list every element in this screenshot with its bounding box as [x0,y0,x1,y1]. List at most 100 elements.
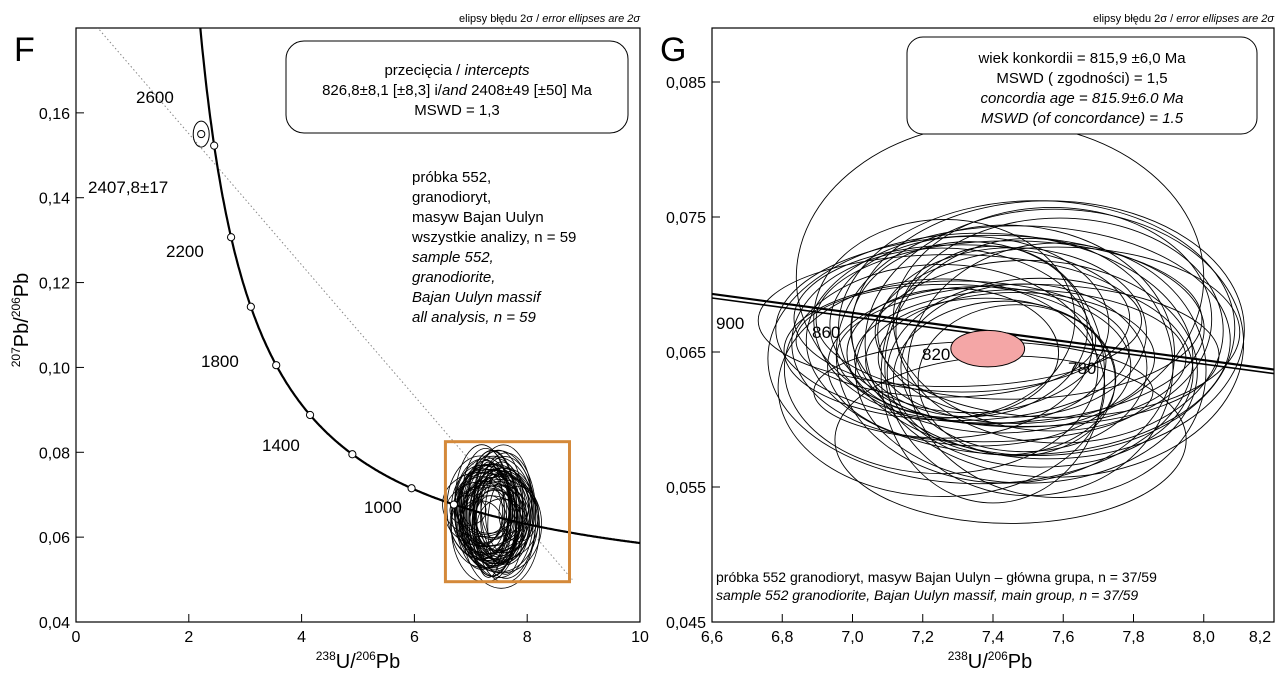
panel-f-error-ellipse [480,470,511,540]
panel-g-y-tick-label: 0,055 [666,480,706,497]
panel-g-error-ellipse [907,242,1207,498]
panel-f-y-tick-label: 0,06 [39,530,70,547]
panel-f-concordia-age-marker [407,484,416,493]
panel-g-error-ellipse [775,234,1205,424]
panel-f-error-ellipse [458,500,504,553]
panel-g-x-tick-label: 7,4 [982,629,1004,646]
panel-f-y-tick-label: 0,04 [39,615,70,632]
panel-f-intercept-label: 2407,8±17 [88,178,168,197]
panel-g-error-ellipse [850,241,1088,418]
panel-f-y-axis-label: 207Pb/206Pb [9,273,33,368]
panel-f-sample-line-1: próbka 552, [412,169,491,186]
panel-g-error-ellipse [851,200,1245,460]
panel-g: elipsy błędu 2σ / error ellipses are 2σ … [660,13,1275,673]
panel-g-x-tick-label: 7,8 [1122,629,1144,646]
panel-f-letter: F [14,31,35,69]
panel-g-y-tick-label: 0,065 [666,345,706,362]
panel-g-error-ellipse [836,283,1220,427]
panel-f-y-tick-label: 0,08 [39,445,70,462]
panel-g-error-ellipse [829,235,1110,414]
panel-f-x-tick-label: 10 [631,629,649,646]
panel-g-results-line-3: concordia age = 815.9±6.0 Ma [981,90,1184,107]
panel-g-error-ellipse [777,278,1106,498]
panel-f-concordia-age-marker [305,410,315,420]
panel-f-error-ellipse [475,473,530,564]
panel-g-results-line-1: wiek konkordii = 815,9 ±6,0 Ma [977,50,1186,67]
panel-g-x-tick-label: 6,6 [701,629,723,646]
panel-f-results-line-2: 826,8±8,1 [±8,3] i/and 2408±49 [±50] Ma [322,82,592,99]
panel-f-error-ellipse [480,470,531,566]
panel-g-footer-line-1: próbka 552 granodioryt, masyw Bajan Uuly… [716,569,1157,585]
panel-f-y-tick-label: 0,14 [39,191,70,208]
panel-g-error-ellipse [815,240,1203,400]
panel-f-sample-line-3: masyw Bajan Uulyn [412,209,544,226]
panel-f-x-axis-label: 238U/206Pb [316,649,401,673]
panel-f-intercept-point [197,129,206,139]
panel-f-error-ellipse [458,472,512,535]
panel-g-results-line-2: MSWD ( zgodności) = 1,5 [996,70,1167,87]
panel-f-error-ellipse [484,471,521,552]
panel-g-footer-line-2: sample 552 granodiorite, Bajan Uulyn mas… [716,587,1138,603]
panel-f-age-label-2600: 2600 [136,88,174,107]
panel-f-x-tick-label: 8 [523,629,532,646]
panel-g-axes: 6,6 6,8 7,0 7,2 7,4 7,6 7,8 8,0 8,2 0,045 0,055 0,0… [666,75,1275,646]
panel-g-error-ellipse [846,287,1060,419]
panel-g-error-ellipse [884,237,1174,497]
panel-f-y-tick-label: 0,10 [39,360,70,377]
panel-g-error-ellipse [895,217,1224,444]
panel-f-concordia-age-marker [227,233,236,242]
panel-g-error-ellipse [835,224,1175,484]
panel-g-letter: G [660,31,686,69]
panel-f-error-ellipse [449,495,487,526]
panel-g-age-label-860: 860 [812,323,840,342]
panel-g-x-tick-label: 7,0 [841,629,863,646]
panel-g-error-ellipse [886,277,1194,468]
panel-g-error-ellipse [874,246,1241,418]
panel-g-error-ellipse [793,244,1131,393]
panel-f-error-ellipse [450,464,514,556]
panel-f-error-ellipse [498,485,539,542]
panel-g-error-ellipse [917,304,1116,457]
panel-f-error-ellipse [442,471,520,537]
panel-f-error-ellipse [461,448,510,560]
panel-f-error-ellipse [487,477,524,575]
panel-f-error-ellipse [460,460,512,569]
panel-f-sample-line-6: granodiorite, [412,269,495,286]
panel-g-age-label-900: 900 [716,314,744,333]
panel-f-x-tick-label: 6 [410,629,419,646]
panel-f-y-tick-label: 0,16 [39,106,70,123]
panel-f-plot-area [97,28,640,589]
panel-f-error-ellipse [462,479,504,545]
panel-f-sample-line-7: Bajan Uulyn massif [412,289,542,306]
panel-g-results-box [906,36,1258,135]
panel-g-x-tick-label: 8,2 [1249,629,1271,646]
panel-f-results-box [285,40,629,134]
panel-f-x-tick-label: 4 [297,629,306,646]
panel-f-error-ellipse [474,467,536,554]
panel-f-sample-line-2: granodioryt, [412,189,491,206]
panel-g-y-tick-label: 0,045 [666,615,706,632]
panel-g-x-tick-label: 8,0 [1193,629,1215,646]
panel-f-discordia-line [97,28,573,580]
panel-g-results-line-4: MSWD (of concordance) = 1.5 [981,110,1184,127]
panel-g-error-ellipse [865,297,1107,425]
panel-f-error-ellipse [463,450,535,578]
panel-g-age-label-820: 820 [922,345,950,364]
panel-g-error-ellipse [795,283,1097,398]
panel-f-error-ellipse [449,483,528,561]
panel-f-results-line-1: przecięcia / intercepts [384,62,530,79]
panel-f-sample-line-5: sample 552, [412,249,494,266]
panel-g-plot-area [712,122,1274,524]
panel-g-error-ellipse [855,259,1198,484]
panel-f-sample-line-4: wszystkie analizy, n = 59 [411,229,576,246]
panel-g-x-axis-label: 238U/206Pb [948,649,1033,673]
panel-g-y-tick-label: 0,075 [666,210,706,227]
panel-g-x-tick-label: 6,8 [771,629,793,646]
panel-f-y-tick-label: 0,12 [39,276,70,293]
panel-f-concordia-age-marker [210,141,219,150]
panel-g-error-ellipse [757,254,1143,388]
panel-f-age-label-1000: 1000 [364,498,402,517]
panel-f-age-label-1400: 1400 [262,436,300,455]
panel-g-y-tick-label: 0,085 [666,75,706,92]
